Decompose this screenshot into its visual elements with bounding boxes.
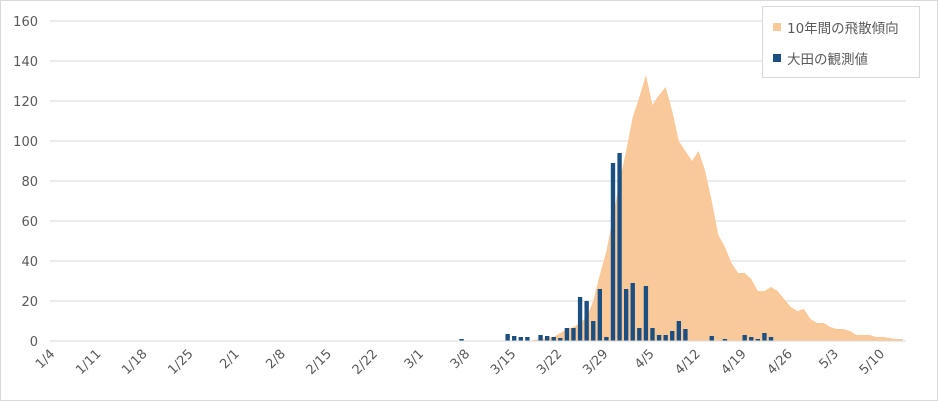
y-tick-label: 120 (13, 95, 38, 110)
bar-3-26 (584, 301, 589, 341)
x-tick-label: 1/25 (165, 347, 196, 378)
bar-4-4 (643, 286, 649, 341)
bar-3-20 (544, 336, 550, 341)
bar-3-30 (610, 163, 616, 341)
bar-4-6 (656, 335, 662, 341)
legend-item-area: 10年間の飛散傾向 (773, 16, 899, 38)
x-tick-label: 3/1 (402, 347, 427, 372)
bar-4-7 (663, 335, 668, 341)
bar-4-1 (623, 289, 629, 341)
x-tick-label: 4/12 (672, 347, 703, 378)
bar-3-7 (459, 339, 464, 341)
x-tick-label: 3/8 (448, 347, 473, 372)
bar-4-20 (749, 337, 754, 341)
bar-4-22 (762, 333, 767, 341)
bar-4-10 (683, 329, 688, 341)
bar-4-5 (650, 328, 655, 341)
bar-3-29 (604, 337, 609, 341)
bar-4-21 (755, 339, 761, 341)
x-tick-label: 1/11 (73, 347, 104, 378)
bar-4-14 (709, 336, 714, 341)
bar-4-19 (742, 335, 747, 341)
x-tick-label: 5/10 (857, 347, 888, 378)
bar-3-21 (551, 337, 556, 341)
y-tick-label: 140 (13, 55, 38, 70)
x-tick-label: 4/19 (718, 347, 749, 378)
y-tick-label: 60 (21, 215, 38, 230)
x-tick-label: 4/26 (765, 347, 796, 378)
bar-3-14 (505, 334, 510, 341)
y-tick-label: 0 (30, 335, 38, 350)
y-tick-label: 40 (21, 255, 38, 270)
x-tick-label: 5/3 (817, 347, 842, 372)
x-tick-label: 2/15 (304, 347, 335, 378)
bar-4-3 (637, 328, 642, 341)
y-tick-label: 80 (21, 175, 38, 190)
bar-3-28 (597, 289, 602, 341)
bar-3-23 (564, 328, 570, 341)
bar-3-16 (518, 337, 523, 341)
x-tick-label: 1/18 (119, 347, 150, 378)
legend-swatch-area (773, 23, 781, 31)
bar-3-24 (571, 328, 576, 341)
bar-3-25 (577, 297, 583, 341)
bar-4-16 (722, 339, 728, 341)
bar-3-27 (591, 321, 596, 341)
bar-4-2 (630, 283, 635, 341)
legend-label-area: 10年間の飛散傾向 (787, 21, 899, 37)
x-tick-label: 2/8 (263, 347, 288, 372)
bar-3-17 (525, 337, 530, 341)
bar-3-19 (538, 335, 543, 341)
legend-label-bar: 大田の観測値 (787, 52, 868, 68)
bar-3-15 (512, 336, 517, 341)
y-tick-label: 100 (13, 135, 38, 150)
x-tick-label: 1/4 (33, 347, 58, 372)
x-tick-label: 4/5 (632, 347, 657, 372)
legend: 10年間の飛散傾向 大田の観測値 (762, 6, 920, 78)
bar-4-23 (768, 337, 774, 341)
legend-item-bar: 大田の観測値 (773, 47, 868, 69)
bar-4-9 (676, 321, 682, 341)
bar-4-8 (670, 331, 675, 341)
y-tick-label: 20 (21, 295, 38, 310)
bar-3-22 (558, 338, 563, 341)
x-tick-label: 2/22 (350, 347, 381, 378)
legend-swatch-bar (773, 54, 781, 62)
bar-3-31 (617, 153, 622, 341)
x-tick-label: 3/22 (534, 347, 565, 378)
y-tick-label: 160 (13, 15, 38, 30)
x-tick-label: 3/29 (580, 347, 611, 378)
x-tick-label: 2/1 (217, 347, 242, 372)
x-tick-label: 3/15 (488, 347, 519, 378)
